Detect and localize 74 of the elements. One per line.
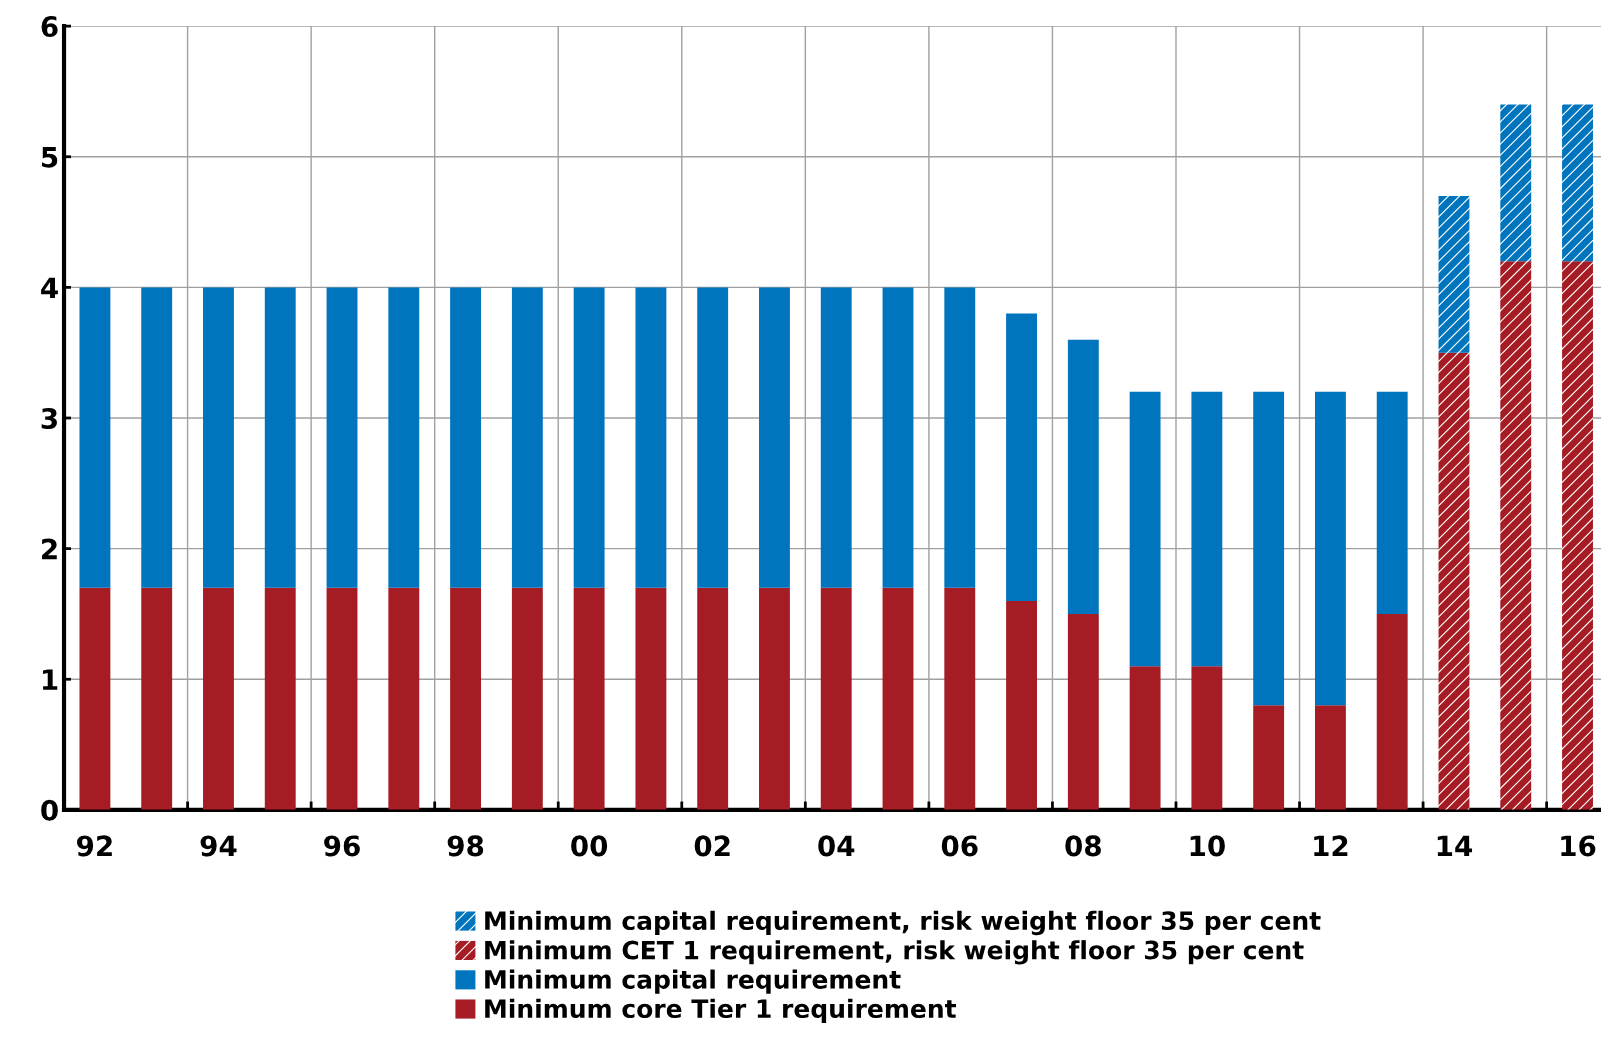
x-tick-label: 92 bbox=[77, 835, 112, 857]
bar bbox=[79, 287, 111, 588]
bar bbox=[1562, 104, 1593, 262]
bar bbox=[1376, 391, 1408, 614]
bar bbox=[820, 287, 852, 588]
bar bbox=[944, 587, 976, 810]
bar bbox=[264, 587, 296, 810]
bar bbox=[79, 587, 111, 810]
bar bbox=[1438, 352, 1470, 810]
x-tick-label: 06 bbox=[941, 835, 978, 857]
bar bbox=[1314, 391, 1346, 706]
bar bbox=[1438, 195, 1470, 353]
bar bbox=[388, 287, 420, 588]
bar bbox=[759, 287, 790, 588]
bar bbox=[635, 287, 667, 588]
bar bbox=[326, 287, 358, 588]
y-tick-label: 5 bbox=[42, 147, 58, 168]
x-tick-label: 96 bbox=[324, 835, 360, 857]
x-tick-label: 02 bbox=[694, 835, 730, 857]
bar bbox=[1067, 339, 1099, 614]
x-tick-label: 08 bbox=[1065, 835, 1101, 857]
bar bbox=[882, 587, 914, 810]
bar bbox=[944, 287, 976, 588]
bar bbox=[1500, 261, 1532, 810]
bar bbox=[573, 587, 605, 810]
y-tick-label: 1 bbox=[42, 669, 58, 690]
y-tick-label: 2 bbox=[42, 538, 57, 560]
bar bbox=[1067, 613, 1099, 810]
legend-label: Minimum core Tier 1 requirement bbox=[485, 998, 957, 1023]
legend-label: Minimum capital requirement bbox=[485, 969, 901, 994]
x-tick-label: 12 bbox=[1314, 835, 1348, 856]
bar bbox=[1006, 313, 1037, 601]
bar bbox=[203, 587, 234, 810]
bar bbox=[511, 587, 543, 810]
bar bbox=[1129, 666, 1161, 810]
bar bbox=[697, 587, 729, 810]
x-tick-label: 98 bbox=[447, 835, 484, 857]
x-tick-label: 10 bbox=[1190, 835, 1225, 857]
bar bbox=[141, 287, 173, 588]
bar bbox=[203, 287, 234, 588]
bar bbox=[1562, 261, 1593, 810]
bar bbox=[1006, 600, 1037, 810]
bar bbox=[635, 587, 667, 810]
legend-label: Minimum CET 1 requirement, risk weight floor 35 per cent bbox=[485, 940, 1304, 965]
bar bbox=[141, 587, 173, 810]
legend-label: Minimum capital requirement, risk weight floor 35 per cent bbox=[485, 910, 1321, 936]
bar bbox=[1500, 104, 1532, 262]
bar bbox=[326, 587, 358, 810]
bar bbox=[450, 287, 482, 588]
bar bbox=[697, 287, 729, 588]
bar bbox=[1129, 391, 1161, 667]
bar bbox=[573, 287, 605, 588]
bar bbox=[388, 587, 420, 810]
x-tick-label: 00 bbox=[571, 835, 608, 857]
bar bbox=[820, 587, 852, 810]
x-tick-label: 94 bbox=[200, 835, 237, 857]
bar bbox=[882, 287, 914, 588]
bar bbox=[759, 587, 790, 810]
bar bbox=[1314, 705, 1346, 810]
bar bbox=[450, 587, 482, 810]
bar bbox=[1253, 705, 1285, 810]
bar bbox=[264, 287, 296, 588]
bar bbox=[511, 287, 543, 588]
y-tick-label: 4 bbox=[41, 277, 58, 298]
bar bbox=[1191, 666, 1223, 810]
bar bbox=[1253, 391, 1285, 706]
bar bbox=[1376, 613, 1408, 810]
y-tick-label: 3 bbox=[41, 407, 57, 429]
y-tick-label: 0 bbox=[41, 799, 58, 821]
y-tick-label: 6 bbox=[41, 16, 58, 38]
x-tick-label: 16 bbox=[1561, 835, 1596, 857]
x-tick-label: 04 bbox=[818, 835, 855, 857]
x-tick-label: 14 bbox=[1437, 835, 1473, 856]
bar bbox=[1191, 391, 1223, 667]
